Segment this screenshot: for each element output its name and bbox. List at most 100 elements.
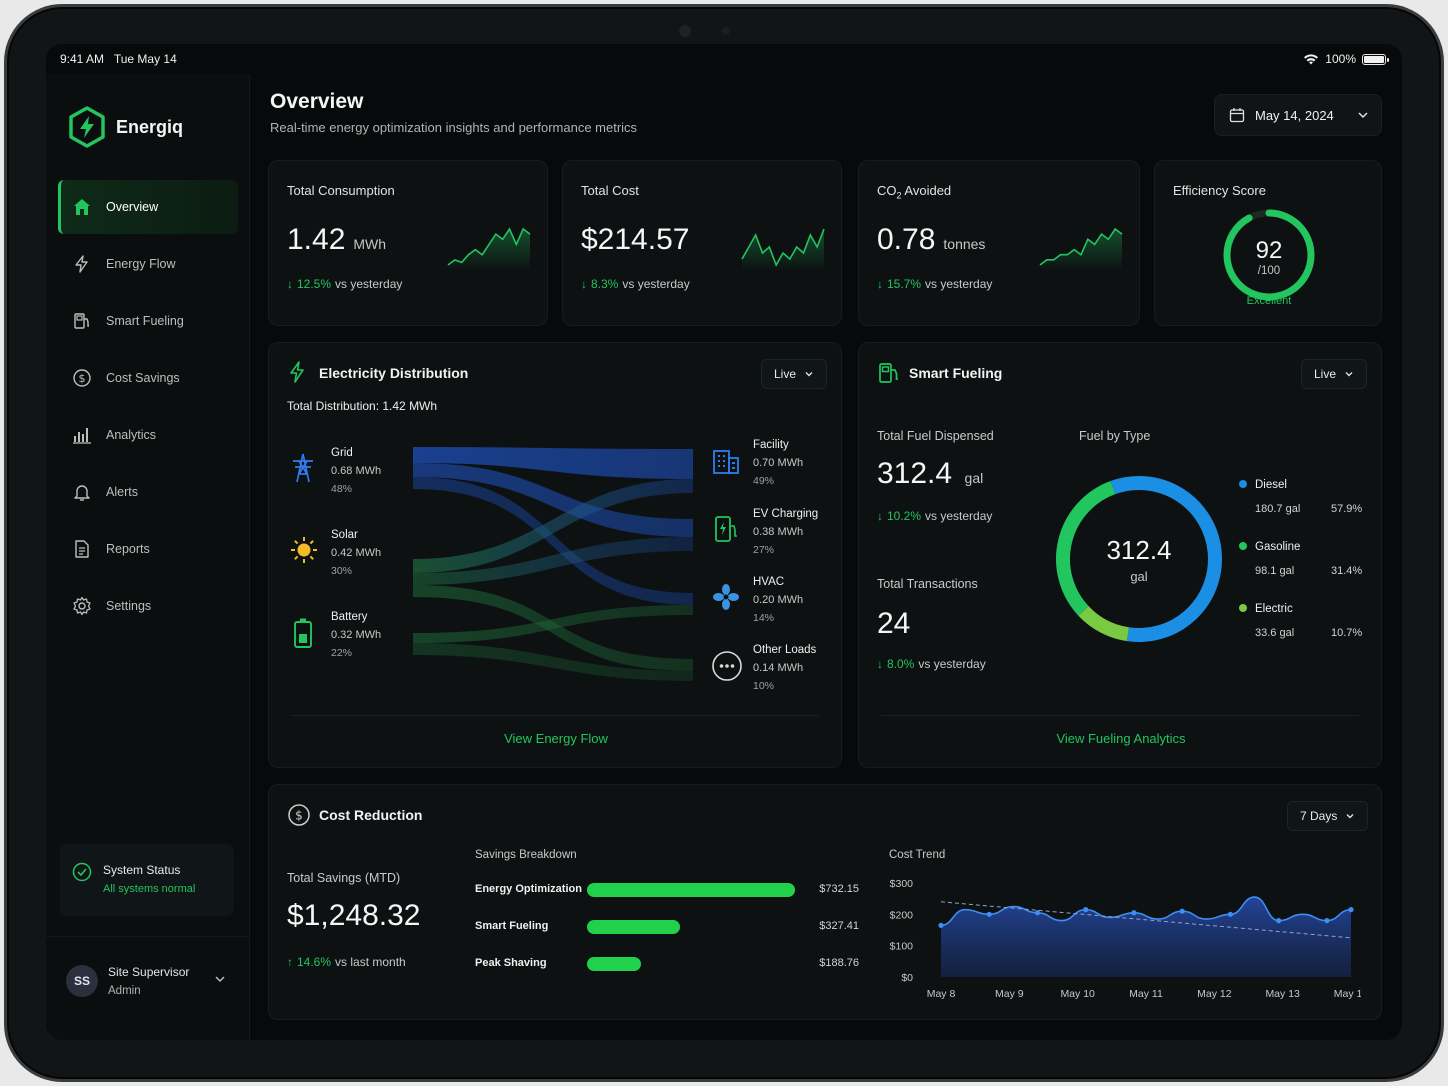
fan-icon <box>713 584 739 610</box>
sidebar-nav: Overview Energy Flow Smart Fueling $ Cos… <box>58 180 238 636</box>
kpi-unit: tonnes <box>943 236 986 252</box>
source-grid[interactable]: Grid 0.68 MWh 48% <box>287 447 407 507</box>
page-title: Overview <box>270 90 364 113</box>
x-tick-label: May 12 <box>1197 988 1232 1000</box>
transactions-value: 24 <box>877 607 911 640</box>
flow-battery-other <box>413 643 693 681</box>
fueling-mode-dropdown[interactable]: Live <box>1301 359 1368 389</box>
trend-regression-line <box>940 901 1352 939</box>
legend-amount: 33.6 gal <box>1255 627 1295 639</box>
app-logo[interactable]: Energiq <box>68 106 183 148</box>
source-solar[interactable]: Solar 0.42 MWh 30% <box>287 529 407 589</box>
transactions-label: Total Transactions <box>877 577 978 591</box>
view-fueling-analytics-link[interactable]: View Fueling Analytics <box>1056 731 1186 746</box>
chevron-down-icon[interactable] <box>214 973 226 985</box>
fuel-dispensed-delta-text: vs yesterday <box>925 509 993 523</box>
trend-point <box>1348 907 1354 913</box>
legend-dot <box>1239 480 1247 488</box>
kpi-label-rest: Avoided <box>901 183 952 198</box>
source-name: Battery <box>331 611 368 623</box>
sidebar-item-settings[interactable]: Settings <box>58 579 238 633</box>
cost-trend-label: Cost Trend <box>889 849 946 861</box>
legend-dot <box>1239 542 1247 550</box>
arrow-down-icon: ↓ <box>877 657 883 671</box>
gauge-arc <box>1223 209 1315 301</box>
user-menu[interactable]: SS Site Supervisor Admin <box>46 936 250 1040</box>
trend-point <box>1034 910 1041 916</box>
donut-unit: gal <box>1130 569 1148 584</box>
fuel-type-donut <box>1056 476 1222 642</box>
total-savings-delta-text: vs last month <box>335 955 406 969</box>
sparkline-area <box>1040 229 1122 271</box>
sidebar-item-label: Analytics <box>106 428 157 442</box>
sparkline-area <box>742 229 824 271</box>
electricity-distribution-card: Electricity Distribution Live Total Dist… <box>268 342 842 768</box>
sparkline <box>1039 227 1123 271</box>
destination-name: EV Charging <box>753 508 819 520</box>
kpi-card-total-consumption[interactable]: Total Consumption 1.42 MWh ↓ 12.5% vs yeste… <box>268 160 548 326</box>
breakdown-label: Peak Shaving <box>475 957 547 969</box>
power-tower-icon <box>293 453 313 483</box>
destination-percent: 10% <box>753 680 775 692</box>
x-tick-label: May 14 <box>1334 988 1361 1000</box>
x-tick-label: May 9 <box>995 988 1024 1000</box>
user-name: Site Supervisor <box>108 965 190 979</box>
flow-battery-hvac <box>413 605 693 643</box>
system-status-card[interactable]: System Status All systems normal <box>60 844 234 916</box>
kpi-delta: 12.5% <box>297 277 332 291</box>
building-icon <box>713 450 739 474</box>
kpi-label: Efficiency Score <box>1173 183 1266 198</box>
cost-period-dropdown[interactable]: 7 Days <box>1287 801 1369 831</box>
kpi-label: Total Cost <box>581 183 639 198</box>
destination-hvac[interactable]: HVAC 0.20 MWh 14% <box>709 576 839 636</box>
destination-ev-charging[interactable]: EV Charging 0.38 MWh 27% <box>709 508 839 568</box>
view-energy-flow-link[interactable]: View Energy Flow <box>504 731 608 746</box>
kpi-card-efficiency-score[interactable]: Efficiency Score 92 /100 Excellent <box>1154 160 1382 326</box>
sidebar-item-reports[interactable]: Reports <box>58 522 238 576</box>
sidebar-item-overview[interactable]: Overview <box>58 180 238 234</box>
transactions-delta: 8.0% <box>887 657 915 671</box>
total-savings-value: $1,248.32 <box>287 899 421 932</box>
trend-point <box>1083 907 1089 913</box>
date-picker[interactable]: May 14, 2024 <box>1214 94 1382 136</box>
chevron-down-icon <box>1358 112 1368 119</box>
camera-dot <box>679 25 691 37</box>
smart-fueling-card: Smart Fueling Live Total Fuel Dispensed … <box>858 342 1382 768</box>
dropdown-value: Live <box>774 367 797 381</box>
trend-point <box>1324 918 1330 924</box>
donut-slice-electric <box>1078 605 1130 642</box>
source-value: 0.42 MWh <box>331 547 382 559</box>
screen: 9:41 AM Tue May 14 100% Energiq Overview <box>46 44 1402 1040</box>
breakdown-row-energy-optimization: Energy Optimization $732.15 <box>475 881 859 901</box>
source-battery[interactable]: Battery 0.32 MWh 22% <box>287 611 407 671</box>
chevron-down-icon <box>805 372 813 377</box>
sidebar-item-smart-fueling[interactable]: Smart Fueling <box>58 294 238 348</box>
status-bar: 9:41 AM Tue May 14 100% <box>46 44 1402 74</box>
destination-value: 0.38 MWh <box>753 526 804 538</box>
kpi-card-total-cost[interactable]: Total Cost $214.57 ↓ 8.3% vs yesterday <box>562 160 842 326</box>
sidebar-item-analytics[interactable]: Analytics <box>58 408 238 462</box>
fuel-dispensed-unit: gal <box>964 470 984 486</box>
chevron-down-icon <box>1346 814 1354 819</box>
sidebar-item-energy-flow[interactable]: Energy Flow <box>58 237 238 291</box>
chevron-down-icon <box>1345 372 1353 377</box>
kpi-card-co2-avoided[interactable]: CO2 Avoided 0.78 tonnes ↓ 15.7% vs yesterda… <box>858 160 1140 326</box>
legend-percent: 10.7% <box>1331 627 1363 639</box>
more-icon <box>712 651 742 681</box>
sidebar-item-alerts[interactable]: Alerts <box>58 465 238 519</box>
system-status-subtitle: All systems normal <box>103 883 196 895</box>
electricity-mode-dropdown[interactable]: Live <box>761 359 828 389</box>
destination-facility[interactable]: Facility 0.70 MWh 49% <box>709 439 839 499</box>
x-tick-label: May 8 <box>927 988 956 1000</box>
breakdown-bar <box>587 920 680 934</box>
kpi-label: CO <box>877 183 897 198</box>
cost-reduction-card: $ Cost Reduction 7 Days Total Savings (M… <box>268 784 1382 1020</box>
destination-other-loads[interactable]: Other Loads 0.14 MWh 10% <box>709 644 839 704</box>
sidebar-item-cost-savings[interactable]: $ Cost Savings <box>58 351 238 405</box>
destination-value: 0.14 MWh <box>753 662 804 674</box>
fuel-dispensed-label: Total Fuel Dispensed <box>877 429 994 443</box>
y-tick-label: $300 <box>890 878 914 890</box>
donut-slice-diesel <box>1110 476 1222 642</box>
flow-grid-facility <box>413 447 693 479</box>
donut-value: 312.4 <box>1106 535 1172 565</box>
